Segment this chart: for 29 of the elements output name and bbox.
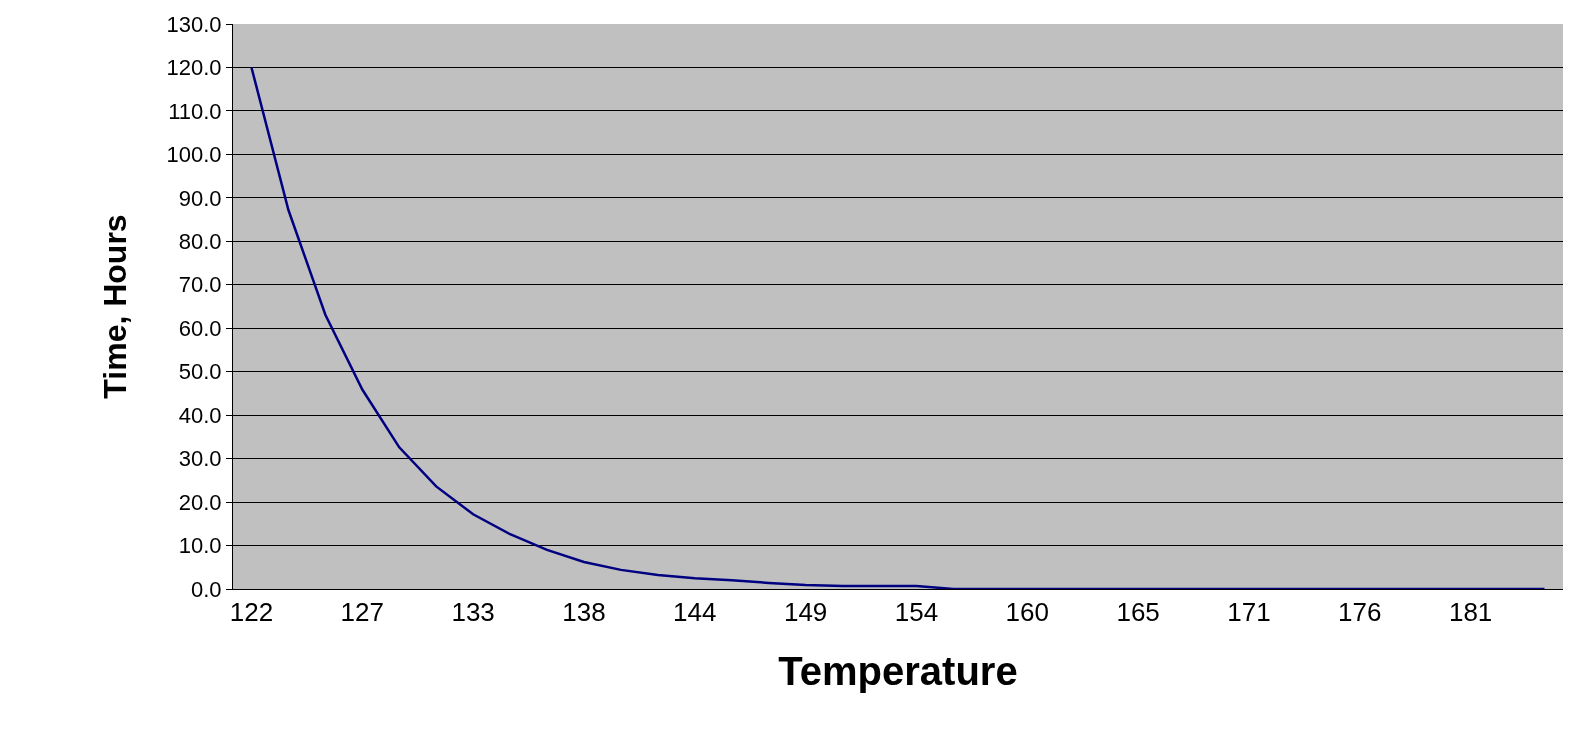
- y-tick-label: 120.0: [166, 55, 222, 81]
- y-tick-label: 90.0: [178, 185, 222, 211]
- x-tick-label: 160: [1005, 597, 1050, 628]
- x-tick-label: 181: [1448, 597, 1493, 628]
- x-tick-label: 127: [340, 597, 385, 628]
- y-tick-label: 60.0: [178, 315, 222, 341]
- y-tick-label: 0.0: [191, 576, 222, 602]
- y-tick-label: 40.0: [178, 402, 222, 428]
- y-tick-label: 70.0: [178, 272, 222, 298]
- y-tick-label: 30.0: [178, 446, 222, 472]
- y-axis-title: Time, Hours: [96, 214, 133, 399]
- y-tick-label: 110.0: [168, 98, 222, 124]
- x-tick-label: 122: [229, 597, 274, 628]
- x-tick-label: 171: [1227, 597, 1271, 628]
- x-tick-label: 165: [1116, 597, 1160, 628]
- x-tick-label: 176: [1338, 597, 1382, 628]
- line-series: [250, 66, 1546, 589]
- x-tick-label: 149: [783, 597, 828, 628]
- x-tick-label: 144: [673, 597, 717, 628]
- x-tick-label: 138: [562, 597, 606, 628]
- y-tick-label: 50.0: [178, 359, 222, 385]
- y-tick-label: 20.0: [178, 489, 222, 515]
- x-tick-label: 154: [894, 597, 939, 628]
- y-tick-label: 80.0: [178, 229, 222, 255]
- y-tick-label: 10.0: [178, 533, 222, 559]
- x-axis-title: Temperature: [778, 648, 1018, 693]
- x-tick-label: 133: [451, 597, 495, 628]
- y-tick-label: 130.0: [166, 11, 222, 37]
- y-tick-label: 100.0: [166, 142, 222, 168]
